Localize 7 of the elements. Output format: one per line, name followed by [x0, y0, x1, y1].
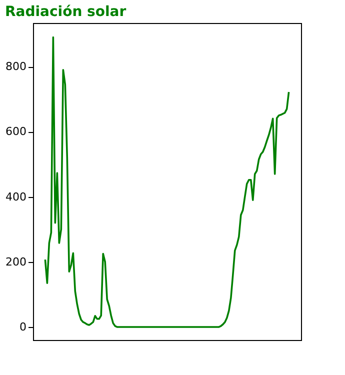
y-tick-label: 0 — [20, 320, 26, 334]
line-series — [44, 36, 290, 328]
y-tick-label: 400 — [6, 190, 26, 204]
y-tick-label: 200 — [6, 255, 26, 268]
y-tick-label: 600 — [6, 125, 26, 138]
y-tick-label: 800 — [6, 60, 26, 74]
chart-title: Radiación solar — [5, 4, 126, 20]
